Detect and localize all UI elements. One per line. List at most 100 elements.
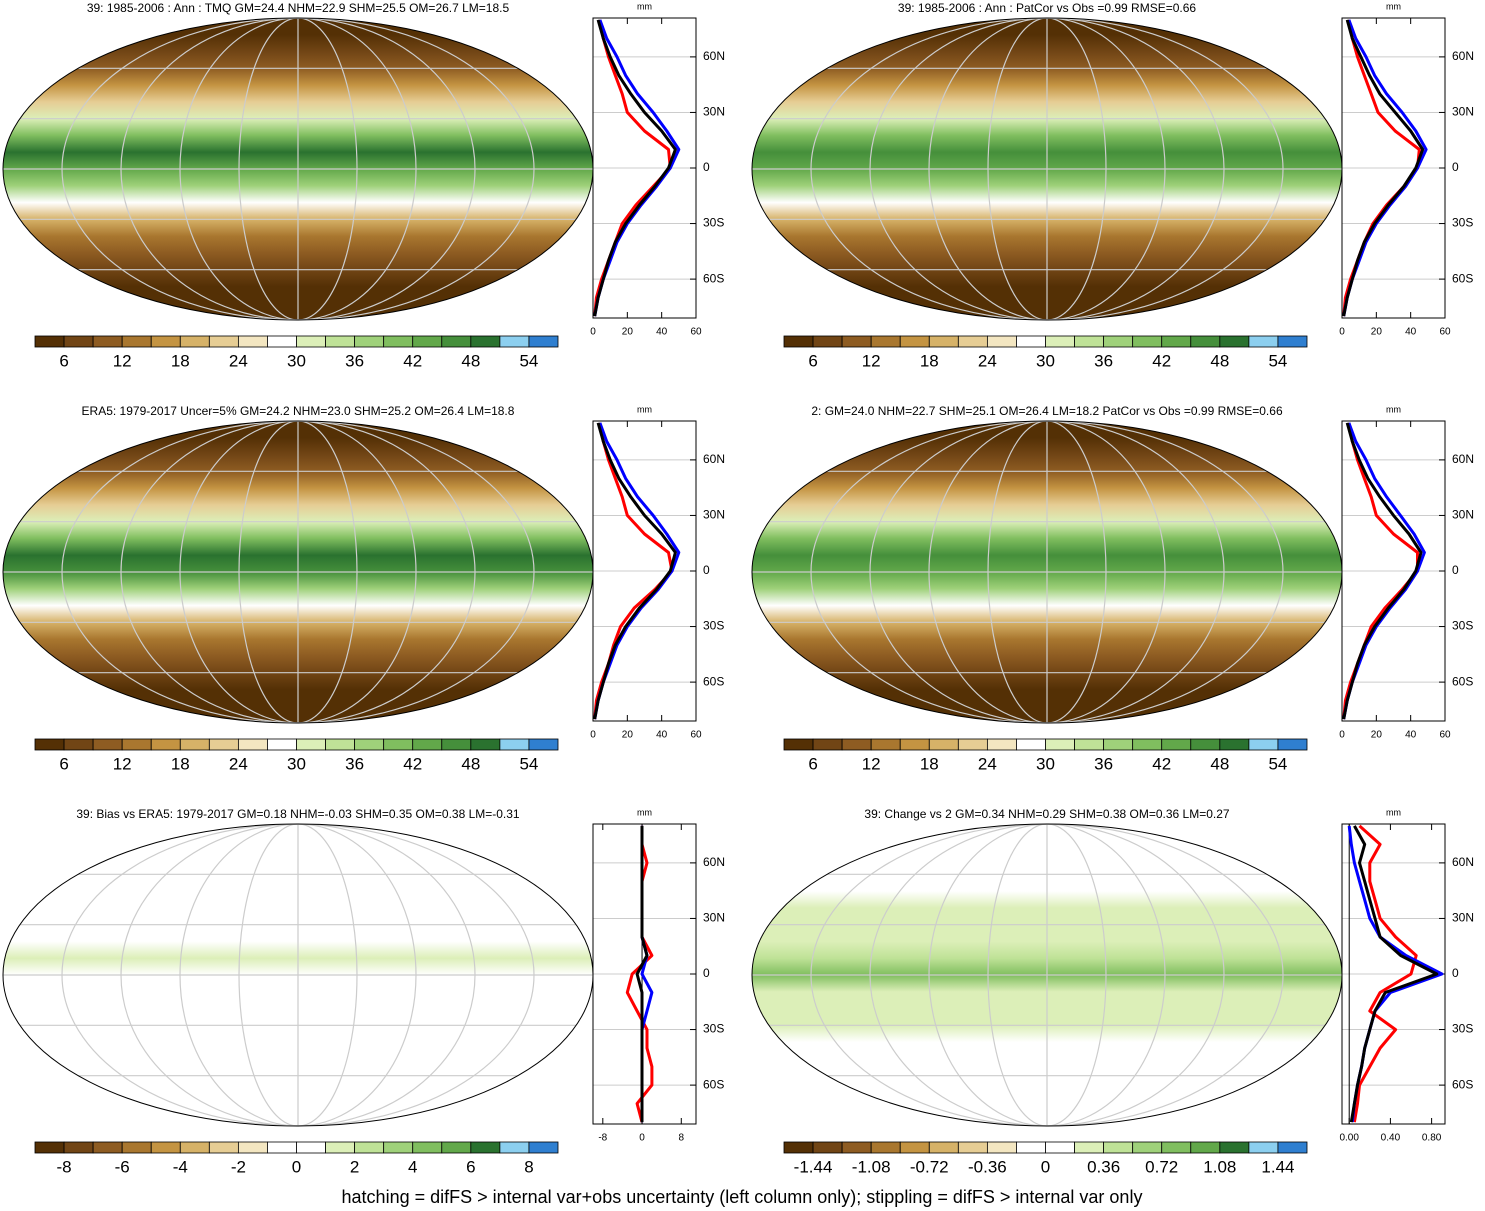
colorbar-box [412, 738, 443, 751]
colorbar-box [1103, 1141, 1134, 1154]
colorbar-box [812, 738, 843, 751]
y-tick-label: 30N [1452, 508, 1474, 522]
map-grid [752, 18, 1342, 320]
colorbar-box [208, 335, 239, 348]
colorbar-label: 48 [1210, 754, 1229, 773]
x-tick-label: 0.40 [1381, 1133, 1401, 1144]
colorbar-label: -6 [115, 1157, 130, 1176]
colorbar-box [812, 1141, 843, 1154]
colorbar-box [1016, 335, 1046, 348]
map-grid [3, 421, 593, 723]
colorbar-box [267, 738, 297, 751]
colorbar-box [179, 738, 210, 751]
colorbar-box [34, 1141, 65, 1154]
colorbar-label: 30 [1036, 754, 1055, 773]
colorbar-box [208, 738, 239, 751]
colorbar-box [1074, 738, 1105, 751]
y-tick-label: 60S [703, 674, 724, 688]
colorbar-box [325, 738, 356, 751]
colorbar-label: 36 [1094, 351, 1113, 370]
colorbar-box [412, 335, 443, 348]
colorbar-box [499, 335, 530, 348]
colorbar-label: 8 [524, 1157, 533, 1176]
colorbar-box [841, 335, 872, 348]
profile-line [635, 825, 649, 1123]
colorbar-box [928, 738, 959, 751]
y-tick-label: 0 [1452, 160, 1459, 174]
y-tick-label: 0 [703, 160, 710, 174]
colorbar-box [783, 738, 814, 751]
colorbar-box [1190, 738, 1221, 751]
colorbar-box [1219, 335, 1250, 348]
x-tick-label: 60 [1439, 730, 1451, 741]
y-tick-label: 0 [703, 563, 710, 577]
colorbar-box [121, 1141, 152, 1154]
colorbar-label: 24 [978, 754, 997, 773]
colorbar-box [383, 335, 414, 348]
colorbar-label: 42 [403, 754, 422, 773]
colorbar-label: 6 [59, 754, 68, 773]
colorbar-label: 36 [345, 754, 364, 773]
y-tick-label: 30N [703, 911, 725, 925]
colorbar-label: 12 [113, 754, 132, 773]
colorbar-box [1103, 335, 1134, 348]
y-tick-label: 60N [1452, 49, 1474, 63]
unit-label: mm [637, 807, 652, 817]
colorbar-label: 1.44 [1261, 1157, 1294, 1176]
x-tick-label: 0 [1339, 327, 1345, 338]
colorbar-box [1248, 335, 1279, 348]
colorbar-box [1190, 335, 1221, 348]
colorbar-box [208, 1141, 239, 1154]
colorbar-box [296, 738, 326, 751]
colorbar-box [499, 738, 530, 751]
panel-title: 39: 1985-2006 : Ann : PatCor vs Obs =0.9… [898, 1, 1197, 15]
colorbar-label: 18 [920, 754, 939, 773]
profile-border [592, 823, 697, 1125]
colorbar-label: 24 [978, 351, 997, 370]
x-tick-label: 0 [590, 327, 596, 338]
colorbar-label: 48 [461, 351, 480, 370]
colorbar-box [354, 1141, 385, 1154]
colorbar-label: 30 [1036, 351, 1055, 370]
profile-line [625, 825, 654, 1123]
colorbar-label: 6 [466, 1157, 475, 1176]
map-grid [752, 421, 1342, 723]
y-tick-label: 30N [1452, 911, 1474, 925]
map-grid [3, 824, 593, 1126]
colorbar-label: 18 [171, 754, 190, 773]
x-tick-label: 20 [1371, 730, 1383, 741]
colorbar-box [986, 738, 1017, 751]
colorbar-label: 30 [287, 351, 306, 370]
colorbar-box [1161, 1141, 1192, 1154]
profile-border [1341, 17, 1446, 319]
x-tick-label: 60 [1439, 327, 1451, 338]
colorbar-box [179, 335, 210, 348]
x-tick-label: 8 [679, 1133, 685, 1144]
colorbar-box [441, 1141, 472, 1154]
colorbar-label: 4 [408, 1157, 417, 1176]
colorbar-box [1277, 335, 1308, 348]
colorbar-label: -0.72 [910, 1157, 949, 1176]
panel-title: 39: Bias vs ERA5: 1979-2017 GM=0.18 NHM=… [76, 807, 520, 821]
colorbar-box [499, 1141, 530, 1154]
x-tick-label: 20 [1371, 327, 1383, 338]
colorbar-box [470, 335, 501, 348]
colorbar-box [899, 335, 930, 348]
profile-line [1342, 19, 1425, 317]
colorbar-box [957, 1141, 988, 1154]
colorbar-box [783, 335, 814, 348]
unit-label: mm [637, 1, 652, 11]
map-grid [752, 824, 1342, 1126]
colorbar-label: 0.72 [1145, 1157, 1178, 1176]
colorbar-label: -0.36 [968, 1157, 1007, 1176]
y-tick-label: 0 [703, 966, 710, 980]
colorbar-box [441, 738, 472, 751]
profile-line [1342, 422, 1423, 720]
colorbar-box [237, 738, 268, 751]
colorbar-box [928, 335, 959, 348]
colorbar-box [121, 335, 152, 348]
colorbar-box [383, 738, 414, 751]
y-tick-label: 30S [703, 619, 724, 633]
x-tick-label: 20 [622, 327, 634, 338]
colorbar-box [383, 1141, 414, 1154]
